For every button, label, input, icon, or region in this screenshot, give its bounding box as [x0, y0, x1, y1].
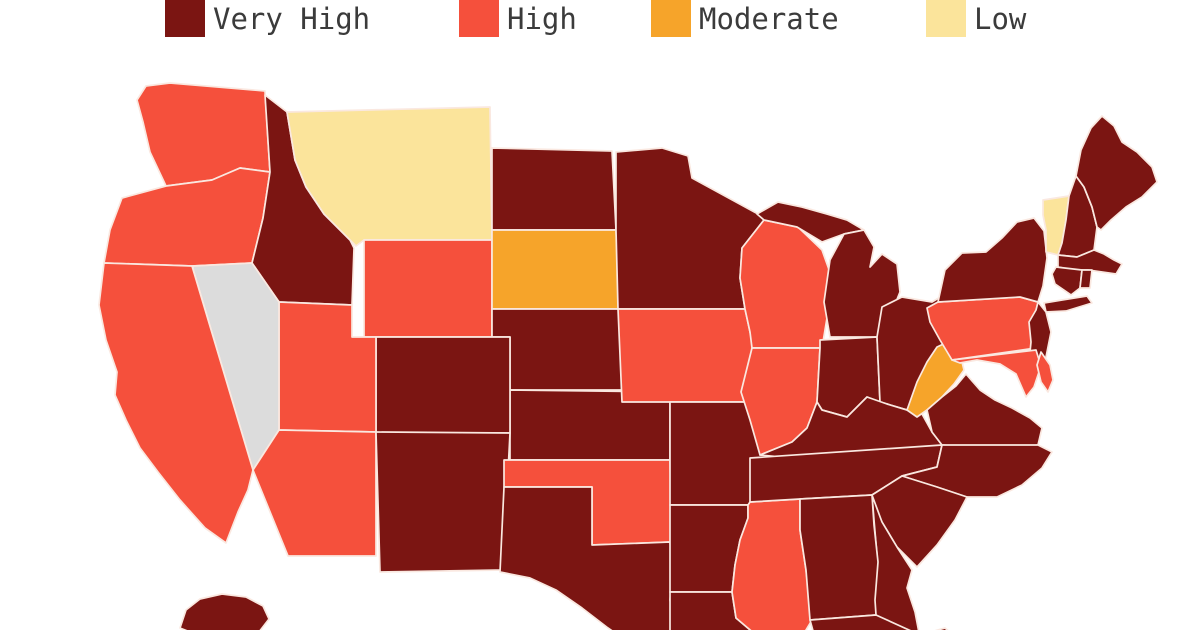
- legend-label-high: High: [507, 2, 577, 36]
- state-fl: [809, 614, 949, 630]
- state-ny: [937, 217, 1048, 303]
- legend-swatch-very-high: [165, 0, 205, 37]
- state-ne: [491, 308, 629, 391]
- state-ak: [179, 593, 270, 630]
- state-me: [1075, 115, 1158, 231]
- state-tx: [499, 486, 677, 630]
- legend-label-very-high: Very High: [213, 2, 371, 36]
- state-al: [799, 494, 879, 621]
- legend-label-low: Low: [974, 2, 1027, 36]
- state-ia: [617, 308, 761, 403]
- state-ct: [1051, 266, 1083, 296]
- state-de: [1036, 351, 1054, 393]
- legend-label-moderate: Moderate: [699, 2, 839, 36]
- state-co: [375, 336, 511, 434]
- state-ny_li: [1043, 295, 1093, 313]
- state-nm: [375, 431, 511, 573]
- state-or: [103, 167, 271, 267]
- state-mt: [286, 106, 493, 247]
- state-ca: [98, 262, 254, 544]
- state-nd: [491, 147, 617, 231]
- state-ri: [1079, 269, 1093, 289]
- state-az: [252, 429, 377, 557]
- legend-swatch-high: [459, 0, 499, 37]
- state-sd: [491, 229, 621, 310]
- state-nc: [901, 444, 1053, 498]
- state-ut: [278, 301, 377, 433]
- legend-swatch-moderate: [651, 0, 691, 37]
- state-wy: [363, 239, 493, 338]
- legend-swatch-low: [926, 0, 966, 37]
